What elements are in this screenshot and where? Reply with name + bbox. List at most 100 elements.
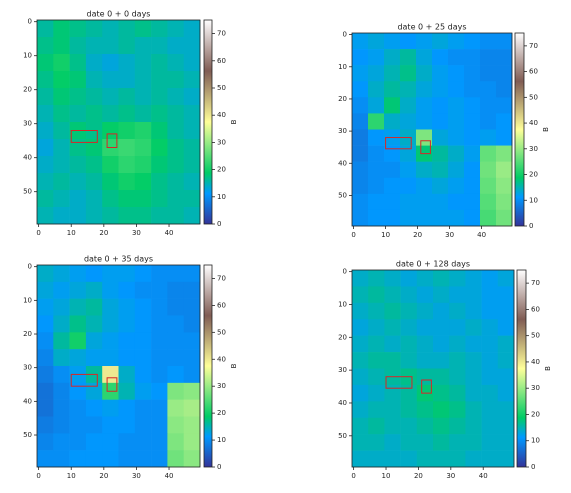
heatmap-cell bbox=[118, 20, 136, 38]
colorbar bbox=[203, 19, 213, 225]
panel-title: date 0 + 0 days bbox=[87, 10, 151, 19]
x-tick-label: 10 bbox=[381, 231, 390, 239]
heatmap-cell bbox=[53, 105, 70, 123]
heatmap-cell bbox=[134, 71, 152, 89]
heatmap-cell bbox=[151, 265, 168, 283]
heatmap-cell bbox=[37, 265, 54, 283]
heatmap-cell bbox=[368, 384, 385, 402]
heatmap-cell bbox=[118, 382, 136, 400]
heatmap-cell bbox=[496, 209, 513, 227]
heatmap-cell bbox=[481, 417, 499, 435]
heatmap-cell bbox=[368, 81, 385, 98]
heatmap-cell bbox=[118, 207, 136, 225]
heatmap-cell bbox=[497, 319, 515, 336]
heatmap-cell bbox=[465, 352, 482, 369]
heatmap-cell bbox=[496, 193, 513, 211]
heatmap-cell bbox=[167, 315, 184, 333]
heatmap-cell bbox=[85, 281, 103, 299]
x-tick-label: 20 bbox=[413, 231, 422, 239]
heatmap-cell bbox=[449, 270, 466, 287]
heatmap-cell bbox=[352, 65, 369, 82]
heatmap-cell bbox=[69, 139, 87, 157]
heatmap-cell bbox=[464, 145, 481, 162]
heatmap-cell bbox=[432, 97, 449, 114]
heatmap-cell bbox=[496, 161, 513, 179]
heatmap-cell bbox=[384, 209, 401, 227]
heatmap-cell bbox=[118, 156, 136, 174]
heatmap-cell bbox=[102, 349, 119, 367]
heatmap-cell bbox=[480, 97, 497, 114]
heatmap-cell bbox=[69, 416, 87, 434]
heatmap-cell bbox=[102, 173, 119, 191]
heatmap-cell bbox=[416, 177, 433, 195]
heatmap-cell bbox=[151, 122, 168, 140]
heatmap-cell bbox=[352, 384, 369, 402]
heatmap-cell bbox=[151, 399, 168, 417]
colorbar-tick-label: 20 bbox=[531, 410, 540, 418]
heatmap-cell bbox=[85, 71, 103, 89]
heatmap-cell bbox=[497, 270, 515, 287]
heatmap-cell bbox=[118, 37, 136, 55]
heatmap-cell bbox=[449, 417, 466, 435]
heatmap-cell bbox=[384, 113, 401, 130]
heatmap-cell bbox=[183, 433, 201, 451]
heatmap-cell bbox=[432, 113, 449, 130]
colorbar-tick-label: 20 bbox=[217, 166, 226, 174]
heatmap-cell bbox=[102, 54, 119, 72]
heatmap-cell bbox=[400, 401, 418, 419]
heatmap-cell bbox=[352, 417, 369, 435]
heatmap-cell bbox=[352, 319, 369, 336]
heatmap-cell bbox=[400, 286, 418, 304]
heatmap-cell bbox=[134, 281, 152, 299]
x-tick-label: 0 bbox=[351, 231, 355, 239]
y-tick-label: 50 bbox=[338, 191, 347, 199]
heatmap-cell bbox=[433, 319, 450, 336]
heatmap-cell bbox=[400, 450, 418, 468]
heatmap-cell bbox=[465, 335, 482, 353]
heatmap-cell bbox=[352, 209, 369, 227]
heatmap-cell bbox=[400, 33, 417, 50]
heatmap-cell bbox=[118, 281, 136, 299]
axes-frame bbox=[351, 269, 515, 468]
heatmap-cell bbox=[433, 302, 450, 320]
heatmap-cell bbox=[481, 368, 499, 386]
heatmap-cell bbox=[183, 416, 201, 434]
highlight-box bbox=[106, 377, 118, 392]
heatmap-cell bbox=[134, 332, 152, 350]
heatmap-cell bbox=[85, 265, 103, 283]
highlight-box bbox=[106, 133, 118, 148]
y-tick-label: 30 bbox=[23, 120, 32, 128]
heatmap-cell bbox=[352, 352, 369, 369]
heatmap-cell bbox=[481, 270, 499, 287]
heatmap-cell bbox=[384, 286, 401, 304]
x-tick-label: 30 bbox=[132, 229, 141, 237]
heatmap-cell bbox=[134, 105, 152, 123]
heatmap-cell bbox=[416, 209, 433, 227]
panel-title: date 0 + 128 days bbox=[396, 260, 470, 269]
y-tick-label: 30 bbox=[338, 366, 347, 374]
heatmap-cell bbox=[416, 193, 433, 211]
heatmap-cell bbox=[416, 368, 434, 386]
heatmap-cell bbox=[384, 97, 401, 114]
heatmap-cell bbox=[496, 65, 513, 82]
heatmap-cell bbox=[53, 207, 70, 225]
heatmap-cell bbox=[384, 193, 401, 211]
heatmap-cell bbox=[151, 315, 168, 333]
heatmap-cell bbox=[465, 401, 482, 419]
heatmap-cell bbox=[69, 207, 87, 225]
x-tick-label: 20 bbox=[99, 229, 108, 237]
heatmap-cell bbox=[37, 433, 54, 451]
heatmap-cell bbox=[480, 145, 497, 162]
heatmap-cell bbox=[432, 33, 449, 50]
heatmap-cell bbox=[69, 298, 87, 316]
heatmap-cell bbox=[497, 352, 515, 369]
heatmap-cell bbox=[433, 368, 450, 386]
heatmap-cell bbox=[368, 161, 385, 179]
heatmap-cell bbox=[481, 401, 499, 419]
heatmap-cell bbox=[134, 156, 152, 174]
y-tick-label: 50 bbox=[338, 432, 347, 440]
heatmap-cell bbox=[416, 49, 433, 66]
heatmap-cell bbox=[53, 265, 70, 283]
colorbar-tick-label: 30 bbox=[529, 145, 538, 153]
x-tick-label: 10 bbox=[382, 472, 391, 480]
